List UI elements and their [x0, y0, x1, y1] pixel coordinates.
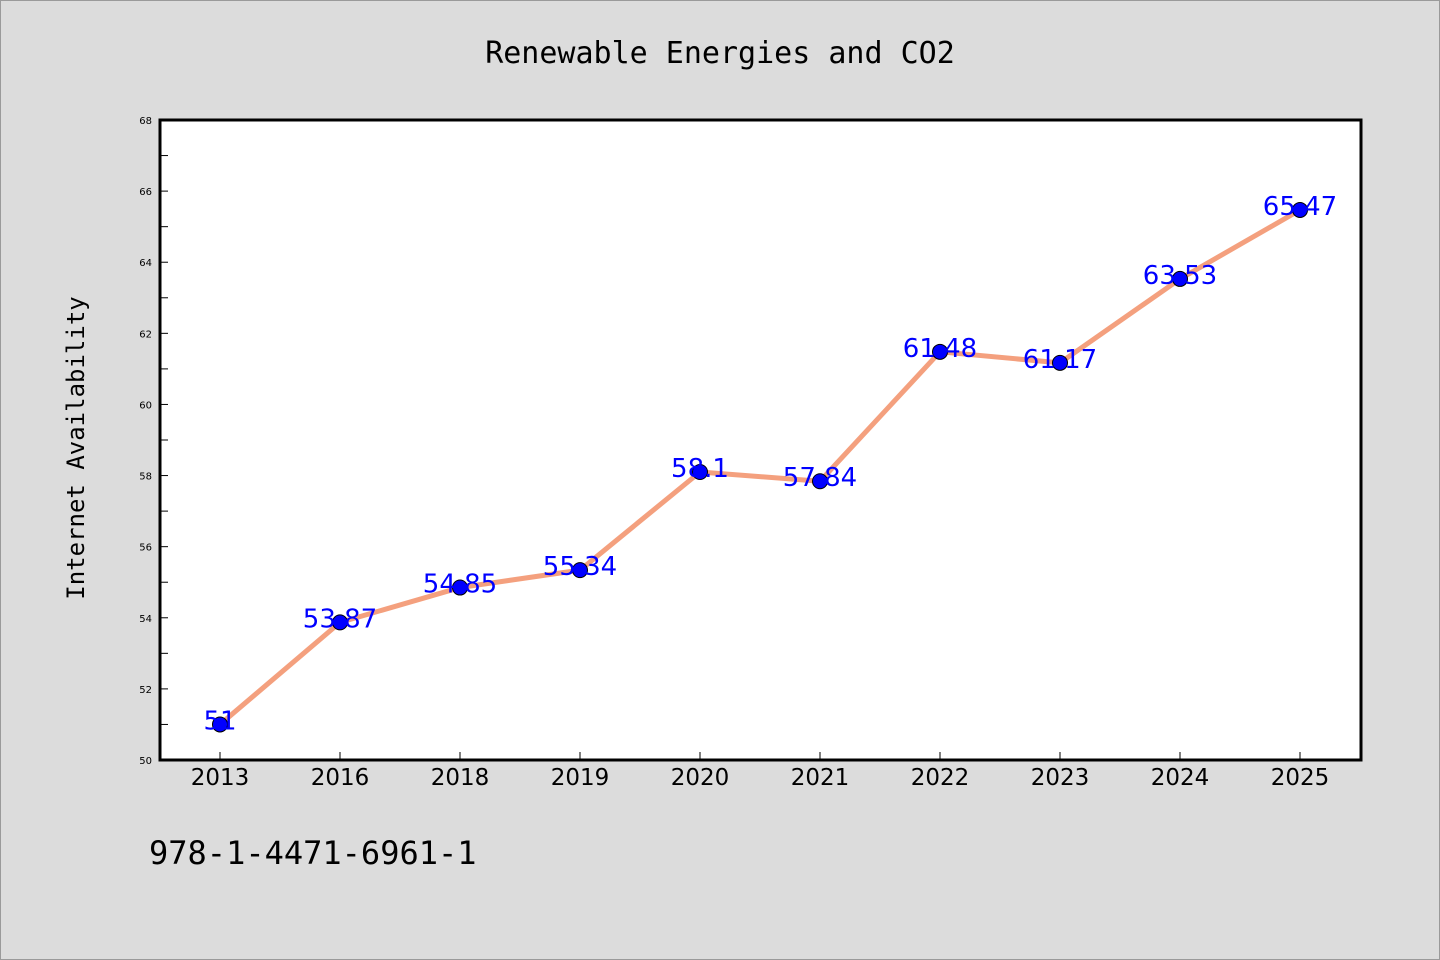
data-point	[572, 562, 588, 579]
y-tick-label: 52	[139, 685, 152, 696]
data-point	[1052, 354, 1068, 371]
y-axis-title: Internet Availability	[62, 296, 90, 599]
x-tick-label: 2023	[1031, 765, 1090, 791]
data-point	[692, 464, 708, 480]
data-point	[332, 614, 348, 631]
y-tick-label: 60	[139, 400, 152, 411]
data-point	[1292, 201, 1308, 218]
data-label: 57.84	[783, 463, 857, 493]
data-label: 61.48	[903, 334, 977, 364]
data-label: 61.17	[1023, 345, 1097, 375]
x-tick-label: 2021	[791, 765, 850, 791]
y-tick-label: 68	[139, 116, 152, 127]
x-tick-label: 2016	[311, 765, 370, 791]
y-tick-label: 62	[139, 329, 152, 340]
data-points	[212, 201, 1308, 733]
data-labels: 51 53.87 54.85 55.34 58.1 57.84 61.48 61.17 63.5…	[203, 192, 1337, 736]
plot-area	[160, 120, 1361, 760]
data-point	[812, 473, 828, 490]
data-label: 63.53	[1143, 261, 1217, 291]
x-tick-label: 2019	[551, 765, 610, 791]
y-tick-label: 64	[139, 258, 152, 269]
data-label: 65.47	[1263, 192, 1337, 222]
x-tick-label: 2020	[671, 765, 730, 791]
data-label: 53.87	[303, 604, 377, 634]
y-tick-label: 58	[139, 472, 152, 483]
data-label: 54.85	[423, 570, 497, 600]
chart-title: Renewable Energies and CO2	[485, 36, 955, 71]
y-tick-label: 50	[139, 756, 152, 767]
y-tick-label: 54	[139, 614, 152, 625]
x-tick-label: 2025	[1271, 765, 1330, 791]
series-line	[218, 207, 1302, 727]
x-tick-label: 2013	[191, 765, 250, 791]
data-label: 55.34	[543, 552, 617, 582]
x-tick-label: 2024	[1151, 765, 1210, 791]
footer-code: 978-1-4471-6961-1	[149, 834, 477, 872]
y-tick-label: 66	[139, 187, 152, 198]
data-label: 58.1	[671, 454, 729, 484]
data-point	[212, 716, 228, 733]
data-point	[452, 579, 468, 596]
data-label: 51	[203, 706, 236, 736]
data-point	[1172, 270, 1188, 287]
x-tick-label: 2022	[911, 765, 970, 791]
x-tick-label: 2018	[431, 765, 490, 791]
x-axis: 2013 2016 2018 2019 2020 2021 2022 2023 2024 2025	[191, 752, 1330, 791]
plot-border	[158, 118, 1363, 762]
data-point	[932, 343, 948, 360]
y-tick-label: 56	[139, 543, 152, 554]
